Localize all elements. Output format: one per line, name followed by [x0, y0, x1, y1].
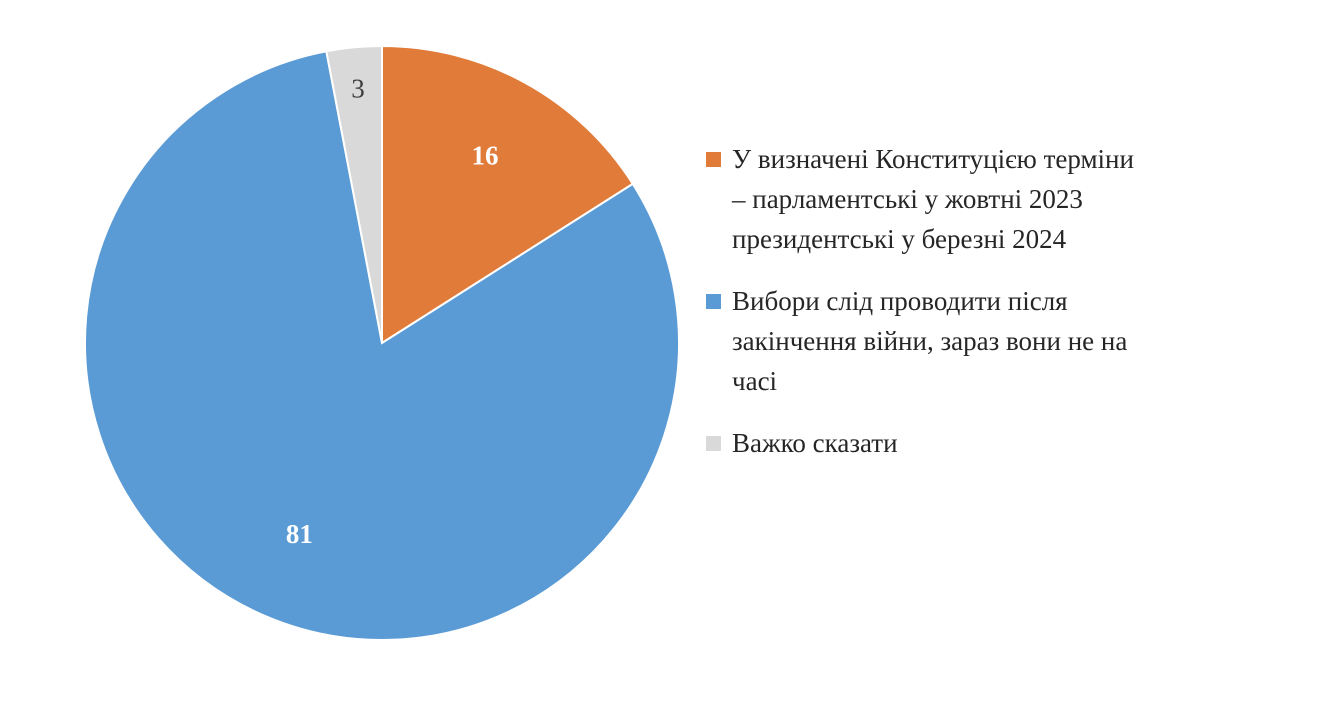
pie-slice-constitutional-terms — [381, 44, 635, 345]
legend-text-line: президентські у березні 2024 — [732, 224, 1067, 254]
legend-text-line: – парламентські у жовтні 2023 — [732, 184, 1083, 214]
legend-text-line: Вибори слід проводити після — [732, 286, 1068, 316]
data-label-after-war: 81 — [286, 519, 313, 549]
legend-swatch-orange — [706, 152, 721, 167]
legend-text-line: часі — [732, 366, 778, 396]
legend-item-hard-to-say: Важко сказати — [706, 423, 1266, 463]
legend: У визначені Конституцією терміни – парла… — [706, 139, 1266, 485]
legend-swatch-blue — [706, 294, 721, 309]
legend-item-constitutional-terms: У визначені Конституцією терміни – парла… — [706, 139, 1266, 259]
legend-item-after-war: Вибори слід проводити після закінчення в… — [706, 281, 1266, 401]
legend-text-line: закінчення війни, зараз вони не на — [732, 326, 1128, 356]
pie-data-labels: 16 81 3 — [286, 74, 499, 549]
data-label-hard-to-say: 3 — [351, 74, 365, 104]
pie-slice-after-war — [84, 50, 680, 641]
legend-text-line: Важко сказати — [732, 428, 898, 458]
legend-text-line: У визначені Конституцією терміни — [732, 144, 1134, 174]
pie-slices — [84, 44, 680, 641]
legend-swatch-gray — [706, 436, 721, 451]
pie-slice-hard-to-say — [325, 44, 383, 344]
data-label-constitutional-terms: 16 — [472, 141, 499, 171]
